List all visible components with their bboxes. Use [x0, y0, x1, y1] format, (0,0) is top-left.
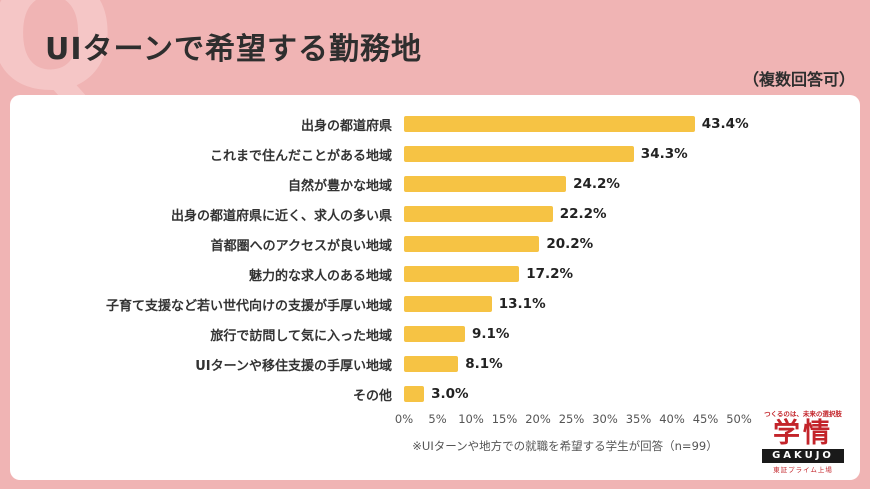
logo-sub-text: 東証プライム上場: [773, 466, 833, 474]
x-axis-tick: 10%: [458, 412, 484, 426]
logo-roman-name: GAKUJO: [762, 449, 844, 463]
bar: [404, 206, 553, 222]
bar-area: 13.1%: [404, 296, 739, 312]
bar-area: 24.2%: [404, 176, 739, 192]
bar: [404, 326, 465, 342]
bar-area: 9.1%: [404, 326, 739, 342]
value-label: 22.2%: [559, 206, 607, 222]
page-title: UIターンで希望する勤務地: [45, 32, 423, 67]
value-label: 13.1%: [498, 296, 546, 312]
multiple-answers-note: （複数回答可）: [742, 70, 855, 89]
bar: [404, 146, 634, 162]
bar-area: 20.2%: [404, 236, 739, 252]
x-axis-tick: 35%: [625, 412, 652, 426]
chart-row: 旅行で訪問して気に入った地域 9.1%: [10, 319, 860, 349]
x-axis-tick: 5%: [428, 412, 447, 426]
bar: [404, 236, 540, 252]
x-axis-tick: 30%: [592, 412, 618, 426]
bar-area: 3.0%: [404, 386, 739, 402]
bar-chart: 出身の都道府県 43.4% これまで住んだことがある地域 34.3% 自然が豊かな地域 2…: [10, 109, 860, 409]
bar: [404, 116, 695, 132]
bar: [404, 296, 492, 312]
value-label: 24.2%: [573, 176, 620, 192]
x-axis-tick: 15%: [491, 412, 518, 426]
chart-row: その他 3.0%: [10, 379, 860, 409]
chart-footnote: ※UIターンや地方での就職を希望する学生が回答（n=99）: [412, 439, 718, 453]
category-label: 自然が豊かな地域: [287, 178, 392, 194]
category-label: 子育て支援など若い世代向けの支援が手厚い地域: [105, 298, 392, 314]
chart-card: 出身の都道府県 43.4% これまで住んだことがある地域 34.3% 自然が豊かな地域 2…: [10, 95, 860, 480]
x-axis-tick: 0%: [394, 412, 414, 426]
chart-row: 自然が豊かな地域 24.2%: [10, 169, 860, 199]
x-axis-tick: 50%: [726, 412, 752, 426]
logo-tagline: つくるのは、未来の選択肢: [764, 409, 842, 418]
bar: [404, 386, 425, 402]
chart-row: 魅力的な求人のある地域 17.2%: [10, 259, 860, 289]
chart-row: 出身の都道府県に近く、求人の多い県 22.2%: [10, 199, 860, 229]
value-label: 17.2%: [526, 266, 574, 282]
value-label: 34.3%: [640, 146, 688, 162]
bar-area: 8.1%: [404, 356, 739, 372]
x-axis-tick: 20%: [525, 412, 551, 426]
bar-area: 34.3%: [404, 146, 739, 162]
x-axis-tick: 25%: [558, 412, 585, 426]
category-label: 首都圏へのアクセスが良い地域: [210, 238, 392, 254]
bar-area: 43.4%: [404, 116, 749, 132]
x-axis-tick: 45%: [692, 412, 719, 426]
category-label: 出身の都道府県に近く、求人の多い県: [170, 208, 392, 224]
value-label: 8.1%: [465, 356, 503, 372]
chart-row: UIターンや移住支援の手厚い地域 8.1%: [10, 349, 860, 379]
x-axis: 0% 5% 10% 15% 20% 25% 30% 35% 40% 45% 50%: [395, 412, 752, 428]
bar-area: 17.2%: [404, 266, 739, 282]
category-label: これまで住んだことがある地域: [209, 148, 392, 164]
bar-area: 22.2%: [404, 206, 739, 222]
bar: [404, 356, 459, 372]
q-watermark: Q: [0, 0, 116, 124]
value-label: 20.2%: [546, 236, 594, 252]
category-label: 魅力的な求人のある地域: [248, 268, 392, 284]
bar: [404, 176, 567, 192]
chart-row: 子育て支援など若い世代向けの支援が手厚い地域 13.1%: [10, 289, 860, 319]
value-label: 9.1%: [471, 326, 510, 342]
chart-row: 出身の都道府県 43.4%: [10, 109, 860, 139]
gakujo-logo: つくるのは、未来の選択肢 学情 GAKUJO 東証プライム上場: [762, 408, 844, 474]
logo-name: 学情: [773, 417, 833, 449]
x-axis-tick: 40%: [659, 412, 685, 426]
category-label: UIターンや移住支援の手厚い地域: [195, 358, 392, 374]
category-label: 出身の都道府県: [300, 118, 392, 134]
category-label: 旅行で訪問して気に入った地域: [210, 328, 392, 344]
chart-row: これまで住んだことがある地域 34.3%: [10, 139, 860, 169]
value-label: 3.0%: [431, 386, 469, 402]
value-label: 43.4%: [701, 116, 749, 132]
chart-row: 首都圏へのアクセスが良い地域 20.2%: [10, 229, 860, 259]
bar: [404, 266, 520, 282]
category-label: その他: [352, 388, 392, 404]
